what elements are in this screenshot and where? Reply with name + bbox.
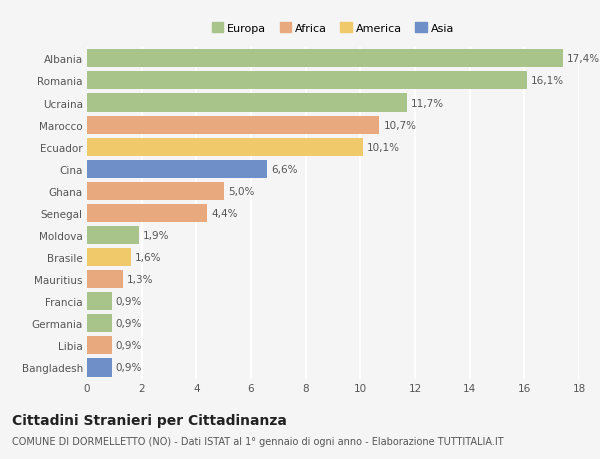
Bar <box>87 72 527 90</box>
Text: 1,3%: 1,3% <box>127 274 153 285</box>
Bar <box>87 116 379 134</box>
Text: 0,9%: 0,9% <box>116 297 142 307</box>
Text: 0,9%: 0,9% <box>116 341 142 351</box>
Bar <box>87 182 224 201</box>
Text: COMUNE DI DORMELLETTO (NO) - Dati ISTAT al 1° gennaio di ogni anno - Elaborazion: COMUNE DI DORMELLETTO (NO) - Dati ISTAT … <box>12 436 503 446</box>
Bar <box>87 336 112 355</box>
Text: 1,6%: 1,6% <box>135 252 161 263</box>
Bar <box>87 270 122 289</box>
Bar <box>87 248 131 267</box>
Bar <box>87 160 268 179</box>
Text: 10,1%: 10,1% <box>367 142 400 152</box>
Text: 11,7%: 11,7% <box>411 98 444 108</box>
Bar <box>87 358 112 377</box>
Bar <box>87 226 139 245</box>
Bar <box>87 292 112 311</box>
Bar <box>87 94 407 112</box>
Text: Cittadini Stranieri per Cittadinanza: Cittadini Stranieri per Cittadinanza <box>12 413 287 427</box>
Bar <box>87 50 563 68</box>
Legend: Europa, Africa, America, Asia: Europa, Africa, America, Asia <box>209 21 457 36</box>
Text: 0,9%: 0,9% <box>116 319 142 329</box>
Bar <box>87 314 112 333</box>
Bar <box>87 204 207 223</box>
Text: 16,1%: 16,1% <box>531 76 564 86</box>
Text: 6,6%: 6,6% <box>271 164 298 174</box>
Text: 0,9%: 0,9% <box>116 363 142 373</box>
Text: 5,0%: 5,0% <box>228 186 254 196</box>
Text: 1,9%: 1,9% <box>143 230 170 241</box>
Text: 17,4%: 17,4% <box>566 54 600 64</box>
Text: 10,7%: 10,7% <box>383 120 416 130</box>
Text: 4,4%: 4,4% <box>211 208 238 218</box>
Bar <box>87 138 363 157</box>
